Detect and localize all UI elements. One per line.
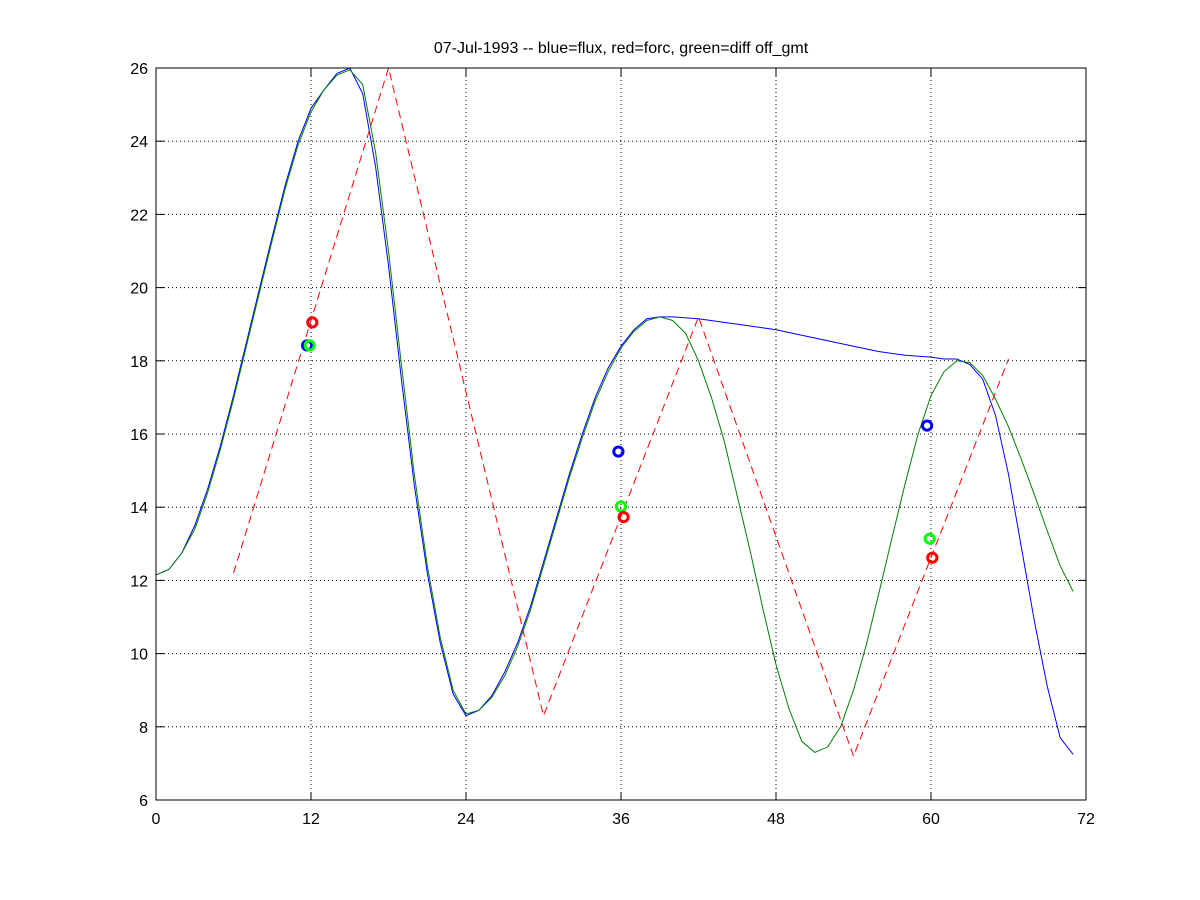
flux-series-line: [155, 67, 1074, 755]
x-tick-label: 12: [302, 811, 320, 828]
y-tick-labels: 6 8 10 12 14 16 18 20 22 24 26: [130, 61, 148, 810]
y-tick-label: 6: [139, 793, 148, 810]
y-tick-label: 16: [130, 427, 148, 444]
x-tick-label: 24: [457, 811, 475, 828]
grid-lines: [156, 68, 1086, 800]
diff_marker-marker: [614, 500, 628, 513]
y-tick-label: 14: [130, 500, 148, 517]
x-tick-label: 60: [922, 811, 940, 828]
diff-series-line: [155, 69, 1074, 753]
x-tick-labels: 0 12 24 36 48 60 72: [152, 811, 1095, 828]
forc-marker: [926, 551, 939, 564]
forc-marker: [306, 316, 319, 329]
x-tick-label: 72: [1077, 811, 1095, 828]
plot-series: [155, 66, 1074, 758]
y-tick-label: 22: [130, 207, 148, 224]
chart-title: 07-Jul-1993 -- blue=flux, red=forc, gree…: [434, 40, 809, 57]
x-tick-label: 48: [767, 811, 785, 828]
plot-markers: [301, 316, 939, 564]
y-tick-label: 12: [130, 573, 148, 590]
y-tick-label: 26: [130, 61, 148, 78]
y-tick-label: 18: [130, 354, 148, 371]
y-tick-label: 10: [130, 647, 148, 664]
flux-marker: [921, 419, 934, 432]
y-tick-label: 24: [130, 134, 148, 151]
y-tick-label: 8: [139, 720, 148, 737]
x-tick-label: 0: [152, 811, 161, 828]
diff_marker-marker: [923, 532, 936, 545]
diff_marker-marker: [303, 339, 316, 352]
flux-marker: [612, 445, 625, 458]
forc-marker: [617, 511, 630, 524]
x-tick-label: 36: [612, 811, 630, 828]
forc-series-line: [233, 66, 1009, 758]
axis-ticks: [155, 67, 1087, 801]
y-tick-label: 20: [130, 281, 148, 298]
